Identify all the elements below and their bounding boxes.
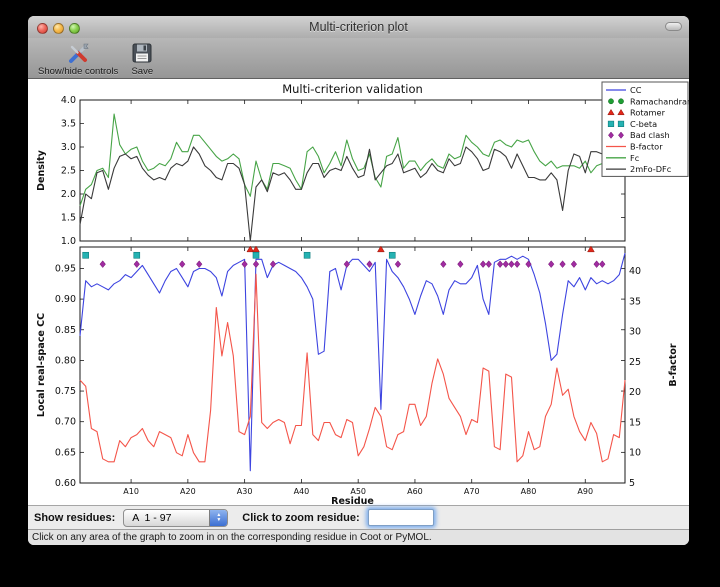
svg-text:A50: A50: [350, 487, 366, 496]
svg-text:0.85: 0.85: [55, 325, 76, 336]
svg-text:A10: A10: [123, 487, 139, 496]
residue-range-dropdown[interactable]: A 1 - 97 ▲ ▼: [123, 508, 229, 527]
series-2mFo-DFc: [79, 146, 626, 242]
svg-text:B-factor: B-factor: [668, 343, 679, 386]
svg-text:15: 15: [629, 417, 641, 428]
svg-text:0.70: 0.70: [55, 417, 76, 428]
zoom-residue-input[interactable]: [367, 509, 434, 526]
svg-text:Ramachandran: Ramachandran: [630, 96, 689, 106]
svg-text:Fc: Fc: [630, 153, 639, 163]
show-hide-controls-button[interactable]: Show/hide controls: [32, 38, 124, 77]
svg-text:Residue: Residue: [331, 496, 374, 505]
series-Fc: [79, 113, 626, 206]
multi-criterion-graph[interactable]: 1.0 1.5 2.0 2.5 3.0 3.5 4.0 Density Multi-criter…: [28, 79, 689, 507]
minimize-button[interactable]: [53, 23, 64, 34]
svg-text:Local real-space CC: Local real-space CC: [36, 313, 47, 417]
controls-bar: Show residues: A 1 - 97 ▲ ▼ Click to zoom…: [28, 505, 689, 529]
svg-text:2.0: 2.0: [61, 189, 76, 200]
svg-text:5: 5: [629, 478, 635, 489]
svg-text:10: 10: [629, 448, 641, 459]
status-bar: Click on any area of the graph to zoom i…: [28, 529, 689, 545]
figure-canvas: 1.0 1.5 2.0 2.5 3.0 3.5 4.0 Density Multi-criter…: [28, 79, 689, 507]
svg-text:C-beta: C-beta: [630, 119, 657, 129]
svg-text:3.0: 3.0: [61, 142, 76, 153]
series-B-factor: [79, 273, 626, 463]
svg-text:A70: A70: [464, 487, 480, 496]
title-bar[interactable]: Multi-criterion plot: [28, 16, 689, 39]
show-residues-label: Show residues:: [34, 511, 116, 524]
svg-text:2.5: 2.5: [61, 166, 76, 177]
save-label: Save: [131, 66, 154, 77]
toolbar: Show/hide controls Save: [28, 38, 689, 79]
window-title: Multi-criterion plot: [309, 20, 408, 34]
svg-text:0.75: 0.75: [55, 386, 76, 397]
svg-text:Bad clash: Bad clash: [630, 130, 670, 140]
svg-text:A90: A90: [577, 487, 593, 496]
save-button[interactable]: Save: [124, 38, 160, 77]
svg-text:35: 35: [629, 296, 641, 307]
svg-text:B-factor: B-factor: [630, 142, 663, 152]
svg-text:3.5: 3.5: [61, 119, 76, 130]
svg-text:0.90: 0.90: [55, 294, 76, 305]
svg-text:Multi-criterion validation: Multi-criterion validation: [282, 82, 423, 96]
svg-text:A60: A60: [407, 487, 423, 496]
svg-text:A40: A40: [294, 487, 310, 496]
series-CC: [79, 252, 626, 472]
svg-text:Rotamer: Rotamer: [630, 108, 666, 118]
zoom-button[interactable]: [69, 23, 80, 34]
save-icon: [130, 40, 154, 66]
svg-text:Density: Density: [36, 149, 47, 191]
svg-text:A30: A30: [237, 487, 253, 496]
toolbar-toggle-button[interactable]: [665, 22, 682, 31]
legend: [601, 81, 689, 177]
close-button[interactable]: [37, 23, 48, 34]
svg-text:30: 30: [629, 327, 641, 338]
svg-text:25: 25: [629, 357, 641, 368]
multi-criterion-plot-window: Multi-criterion plot Show/hide controls: [28, 16, 689, 545]
svg-text:A80: A80: [521, 487, 537, 496]
svg-text:A20: A20: [180, 487, 196, 496]
svg-text:1.5: 1.5: [61, 213, 76, 224]
svg-text:2mFo-DFc: 2mFo-DFc: [630, 164, 671, 174]
residue-range-value: A 1 - 97: [132, 511, 172, 524]
svg-text:0.80: 0.80: [55, 355, 76, 366]
svg-text:0.65: 0.65: [55, 447, 76, 458]
show-hide-controls-label: Show/hide controls: [38, 66, 119, 77]
svg-text:CC: CC: [630, 85, 642, 95]
tools-icon: [65, 40, 91, 66]
zoom-residue-label: Click to zoom residue:: [242, 511, 360, 524]
svg-text:1.0: 1.0: [61, 236, 76, 247]
stepper-arrows-icon: ▲ ▼: [209, 509, 228, 526]
svg-text:4.0: 4.0: [61, 95, 76, 106]
svg-text:20: 20: [629, 387, 641, 398]
status-message: Click on any area of the graph to zoom i…: [32, 532, 432, 543]
svg-text:40: 40: [629, 266, 641, 277]
svg-text:0.60: 0.60: [55, 478, 76, 489]
svg-text:0.95: 0.95: [55, 263, 76, 274]
